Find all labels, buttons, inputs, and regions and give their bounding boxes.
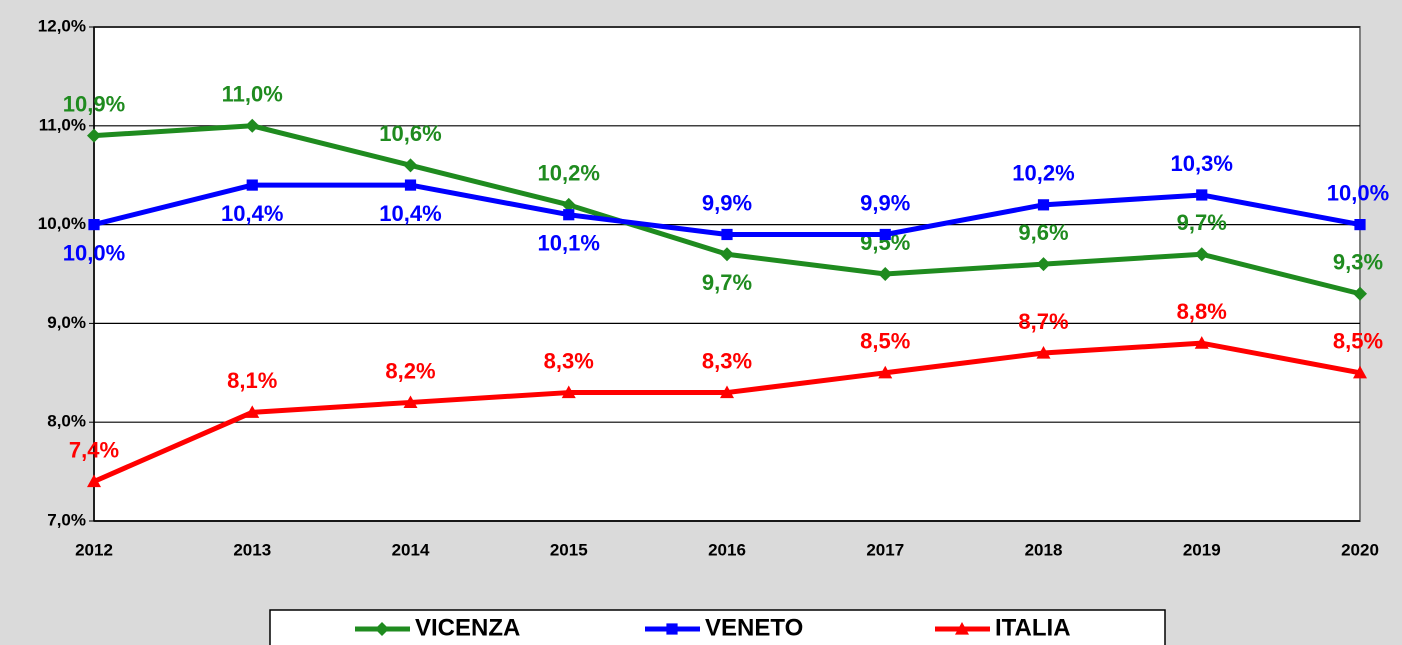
x-tick-label: 2020: [1341, 540, 1379, 559]
marker: [563, 209, 575, 221]
data-label: 11,0%: [222, 82, 283, 107]
marker: [720, 385, 734, 399]
marker: [878, 365, 893, 379]
data-label: 9,3%: [1333, 250, 1383, 275]
y-tick-label: 12,0%: [38, 16, 86, 35]
marker: [1194, 336, 1209, 349]
data-label: 7,4%: [69, 437, 119, 462]
data-label: 10,6%: [379, 121, 441, 146]
data-label: 10,4%: [379, 201, 441, 226]
plot-area: [93, 26, 1361, 522]
data-label: 8,2%: [385, 358, 435, 383]
data-label: 8,1%: [227, 368, 277, 393]
marker: [245, 118, 260, 133]
y-tick-label: 8,0%: [47, 412, 86, 431]
data-label: 9,6%: [1018, 220, 1068, 245]
marker: [879, 228, 891, 241]
data-label: 8,3%: [702, 348, 752, 373]
legend-label: VENETO: [705, 614, 803, 641]
marker: [246, 179, 258, 191]
marker: [561, 197, 576, 212]
y-tick-label: 11,0%: [39, 115, 86, 134]
x-tick-label: 2012: [75, 540, 113, 559]
marker: [1353, 286, 1367, 301]
marker: [1196, 189, 1208, 201]
marker: [87, 474, 101, 488]
data-label: 8,7%: [1018, 309, 1068, 334]
data-label: 9,9%: [702, 190, 752, 215]
marker: [403, 158, 418, 173]
marker: [561, 385, 576, 399]
data-label: 10,2%: [1012, 161, 1074, 186]
data-label: 8,8%: [1177, 299, 1227, 324]
x-tick-label: 2019: [1183, 540, 1221, 559]
data-label: 10,0%: [1327, 180, 1389, 205]
data-label: 10,4%: [221, 201, 283, 226]
data-label: 10,3%: [1171, 151, 1233, 176]
data-label: 10,2%: [538, 161, 600, 186]
marker: [1354, 219, 1366, 231]
marker: [955, 622, 969, 635]
x-tick-label: 2016: [708, 540, 746, 559]
x-tick-label: 2017: [866, 540, 904, 559]
marker: [666, 623, 678, 635]
data-label: 10,9%: [63, 91, 125, 116]
x-tick-label: 2013: [233, 540, 271, 559]
legend-label: ITALIA: [995, 614, 1071, 641]
marker: [721, 228, 733, 241]
marker: [720, 247, 734, 262]
y-tick-label: 7,0%: [47, 510, 86, 529]
legend-box: [269, 609, 1166, 645]
data-label: 9,7%: [1177, 210, 1227, 235]
x-tick-label: 2015: [550, 540, 588, 559]
marker: [1036, 346, 1051, 359]
marker: [88, 219, 100, 231]
marker: [1037, 199, 1050, 211]
y-tick-label: 10,0%: [38, 214, 86, 233]
marker: [87, 128, 101, 143]
marker: [1036, 257, 1051, 272]
data-label: 8,3%: [544, 348, 594, 373]
data-label: 9,9%: [860, 190, 910, 215]
x-tick-label: 2018: [1025, 540, 1063, 559]
marker: [1194, 247, 1209, 262]
marker: [403, 395, 418, 409]
marker: [404, 179, 417, 191]
data-label: 8,5%: [1333, 329, 1383, 354]
data-label: 9,7%: [702, 270, 752, 295]
legend-label: VICENZA: [415, 614, 520, 641]
marker: [878, 267, 893, 281]
marker: [1353, 365, 1367, 379]
data-label: 10,1%: [538, 231, 600, 256]
data-label: 10,0%: [63, 240, 125, 265]
marker: [245, 405, 260, 418]
marker: [375, 622, 389, 636]
data-label: 8,5%: [860, 329, 910, 354]
x-tick-label: 2014: [392, 540, 430, 559]
y-tick-label: 9,0%: [47, 313, 86, 332]
